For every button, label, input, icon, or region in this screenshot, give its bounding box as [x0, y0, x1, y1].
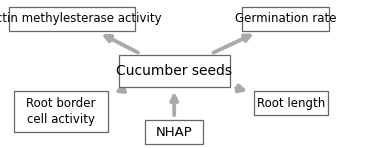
Text: NHAP: NHAP: [156, 126, 192, 139]
FancyBboxPatch shape: [242, 7, 329, 31]
Text: Pectin methylesterase activity: Pectin methylesterase activity: [0, 12, 162, 25]
Text: Cucumber seeds: Cucumber seeds: [116, 64, 232, 78]
Text: Root border
cell activity: Root border cell activity: [26, 97, 96, 126]
Text: Germination rate: Germination rate: [235, 12, 336, 25]
FancyBboxPatch shape: [14, 91, 108, 132]
FancyBboxPatch shape: [9, 7, 135, 31]
FancyBboxPatch shape: [119, 55, 230, 87]
FancyBboxPatch shape: [254, 91, 328, 115]
Text: Root length: Root length: [257, 96, 325, 110]
FancyBboxPatch shape: [146, 120, 203, 144]
